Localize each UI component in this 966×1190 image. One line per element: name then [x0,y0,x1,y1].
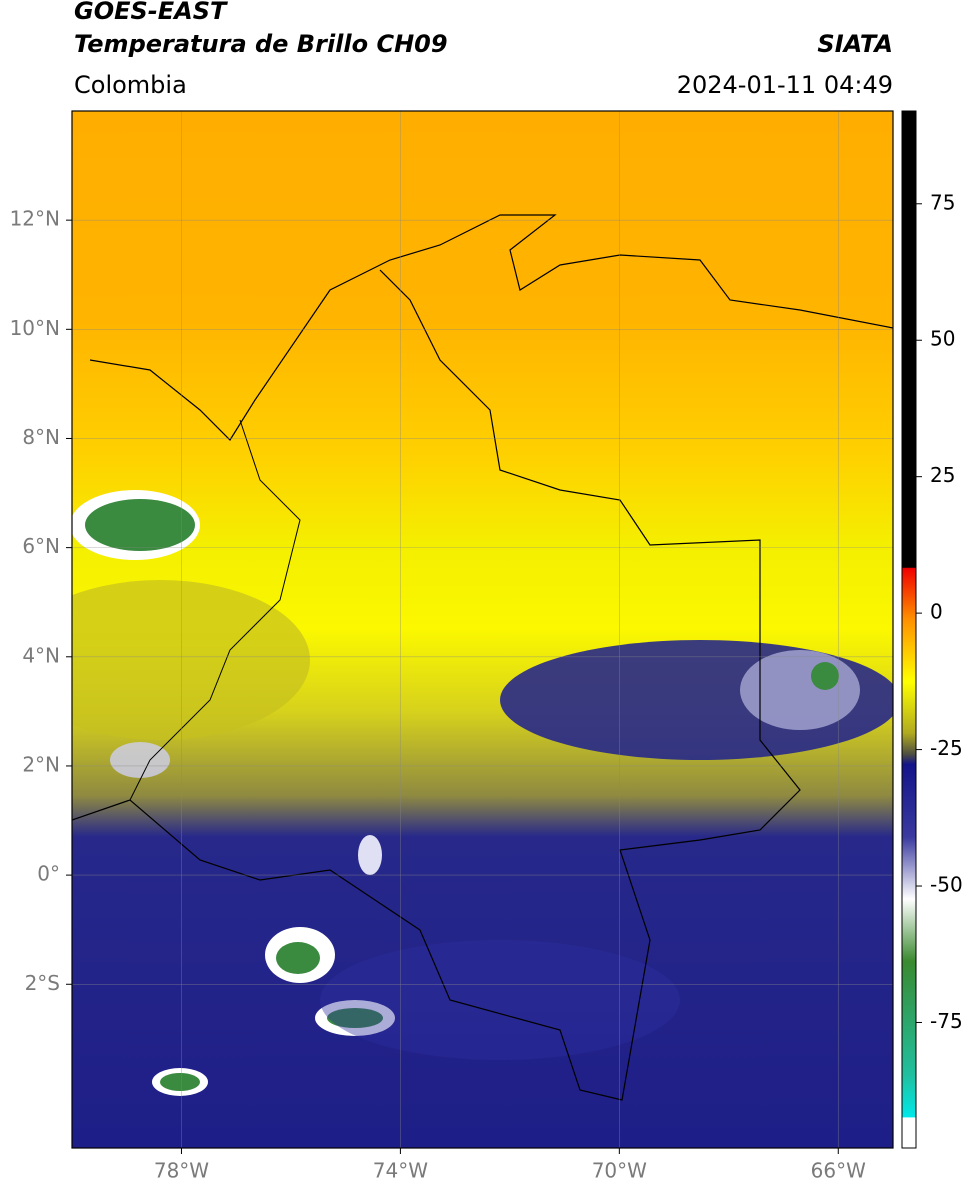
y-tick-label: 8°N [22,425,60,449]
y-tick-label: 2°N [22,752,60,776]
colorbar [901,110,917,1149]
region: Colombia [74,71,187,99]
y-tick-label: 12°N [10,207,60,231]
title: GOES-EAST [74,0,228,25]
y-tick-label: 10°N [10,316,60,340]
x-tick-label: 66°W [811,1159,866,1183]
colorbar-tick-label: -75 [930,1009,963,1033]
x-tick-label: 74°W [373,1159,428,1183]
y-tick-label: 2°S [25,971,60,995]
colorbar-tick-label: 25 [930,463,955,487]
subtitle: Temperatura de Brillo CH09 [74,30,448,58]
y-tick-label: 4°N [22,643,60,667]
colorbar-tick-label: -50 [930,873,963,897]
y-tick-label: 6°N [22,534,60,558]
colorbar-tick-label: 50 [930,327,955,351]
colorbar-tick-label: 75 [930,190,955,214]
datetime: 2024-01-11 04:49 [677,71,893,99]
x-tick-label: 78°W [154,1159,209,1183]
source: SIATA [817,30,893,58]
y-tick-label: 0° [37,862,60,886]
map-image [72,111,893,1148]
colorbar-tick-label: -25 [930,736,963,760]
map-frame [71,110,894,1149]
graticule [72,111,893,1148]
x-tick-label: 70°W [592,1159,647,1183]
colorbar-tick-label: 0 [930,600,943,624]
